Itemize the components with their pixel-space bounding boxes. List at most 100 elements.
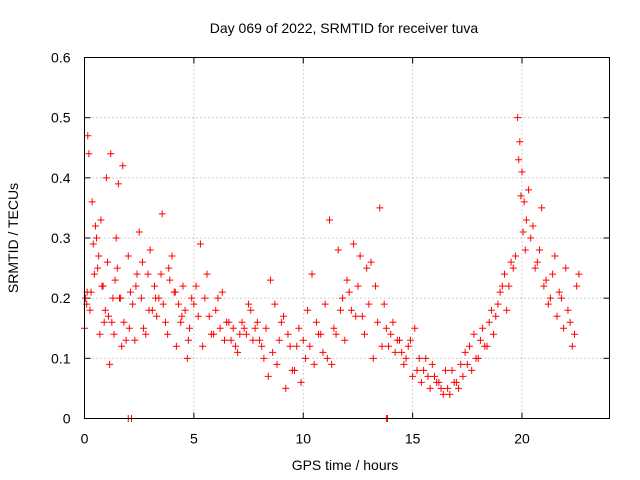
data-point xyxy=(95,252,103,260)
data-point xyxy=(378,342,386,350)
data-point xyxy=(236,330,244,338)
data-point xyxy=(328,360,336,368)
data-point xyxy=(264,372,272,380)
data-point xyxy=(113,264,121,272)
data-point xyxy=(177,318,185,326)
y-tick-label: 0 xyxy=(63,411,71,427)
data-point xyxy=(218,288,226,296)
data-point xyxy=(175,300,183,308)
data-point xyxy=(431,372,438,380)
data-point xyxy=(107,150,115,158)
data-point xyxy=(88,198,96,206)
data-point xyxy=(341,336,349,344)
data-point xyxy=(544,300,552,308)
data-point xyxy=(171,288,179,296)
y-tick-label: 0.2 xyxy=(51,290,71,306)
data-point xyxy=(159,300,167,308)
data-point xyxy=(161,318,169,326)
data-point xyxy=(86,306,94,314)
data-point xyxy=(142,330,150,338)
data-point xyxy=(178,312,186,320)
data-point xyxy=(152,294,160,302)
data-point xyxy=(347,306,355,314)
data-point xyxy=(463,360,471,368)
data-point xyxy=(363,264,371,272)
data-point xyxy=(166,276,174,284)
data-point xyxy=(518,168,526,176)
data-point xyxy=(507,258,515,266)
data-point xyxy=(448,366,456,374)
data-point xyxy=(201,294,209,302)
data-point xyxy=(308,270,316,278)
data-point xyxy=(479,324,487,332)
data-point xyxy=(472,354,480,362)
data-point xyxy=(299,336,307,344)
data-point xyxy=(132,282,140,290)
plot-frame xyxy=(84,57,610,419)
data-point xyxy=(85,150,93,158)
x-tick-labels: 0 5 10 15 20 xyxy=(81,431,530,447)
data-point xyxy=(96,330,104,338)
data-point xyxy=(106,360,114,368)
data-point xyxy=(514,114,522,122)
data-point xyxy=(485,318,493,326)
data-point xyxy=(114,180,122,188)
data-point xyxy=(184,336,192,344)
data-point xyxy=(536,246,543,254)
data-point xyxy=(468,366,476,374)
data-point xyxy=(330,324,338,332)
data-point xyxy=(99,282,107,290)
data-point xyxy=(417,378,425,386)
data-point xyxy=(402,354,410,362)
data-point xyxy=(293,342,301,350)
data-point xyxy=(269,348,277,356)
data-point xyxy=(519,228,527,236)
data-point xyxy=(343,276,351,284)
data-point xyxy=(450,378,458,386)
data-point xyxy=(546,294,554,302)
data-point xyxy=(101,306,109,314)
data-point xyxy=(527,234,535,242)
data-point xyxy=(496,288,504,296)
y-axis-label: SRMTID / TECUs xyxy=(5,183,21,293)
data-point xyxy=(118,342,126,350)
data-point xyxy=(374,318,382,326)
x-tick-label: 0 xyxy=(81,431,89,447)
data-point xyxy=(108,318,116,326)
data-point xyxy=(153,312,161,320)
data-point xyxy=(245,300,253,308)
data-point xyxy=(334,246,342,254)
data-point xyxy=(216,324,224,332)
data-point xyxy=(310,360,318,368)
data-point xyxy=(420,366,428,374)
data-point xyxy=(428,360,436,368)
data-point xyxy=(109,294,117,302)
data-point xyxy=(409,372,417,380)
data-point xyxy=(551,252,559,260)
data-point xyxy=(413,366,421,374)
data-point xyxy=(112,234,120,242)
data-point xyxy=(253,318,261,326)
data-point xyxy=(476,336,484,344)
y-tick-label: 0.1 xyxy=(51,350,71,366)
data-point xyxy=(571,330,578,338)
data-point xyxy=(398,348,406,356)
data-point xyxy=(382,324,390,332)
data-point xyxy=(400,360,408,368)
data-point xyxy=(84,132,92,140)
data-point xyxy=(522,216,530,224)
data-point xyxy=(332,330,340,338)
data-point xyxy=(93,234,101,242)
data-point xyxy=(540,282,548,290)
data-point xyxy=(256,336,263,344)
data-point xyxy=(509,264,517,272)
data-point xyxy=(369,354,377,362)
data-point xyxy=(376,204,384,212)
data-point xyxy=(515,156,523,164)
data-point xyxy=(516,138,524,146)
data-point xyxy=(260,354,268,362)
data-point xyxy=(562,264,570,272)
data-point xyxy=(511,252,519,260)
data-point xyxy=(229,324,237,332)
